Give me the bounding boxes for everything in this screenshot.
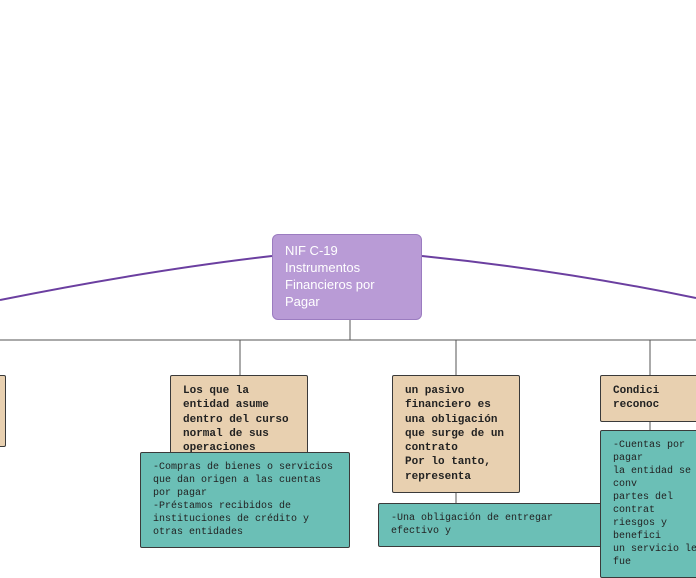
leaf-node-purchases[interactable]: -Compras de bienes o servicios que dan o…: [140, 452, 350, 548]
mindmap-canvas: NIF C-19 Instrumentos Financieros por Pa…: [0, 0, 696, 520]
branch-node-partial-left[interactable]: [0, 375, 6, 447]
branch-node-liability[interactable]: un pasivo financiero es una obligación q…: [392, 375, 520, 493]
leaf-node-obligation[interactable]: -Una obligación de entregar efectivo y: [378, 503, 608, 547]
branch-node-conditions[interactable]: Condici reconoc: [600, 375, 696, 422]
leaf-node-accounts[interactable]: -Cuentas por pagar la entidad se conv pa…: [600, 430, 696, 578]
root-node[interactable]: NIF C-19 Instrumentos Financieros por Pa…: [272, 234, 422, 320]
